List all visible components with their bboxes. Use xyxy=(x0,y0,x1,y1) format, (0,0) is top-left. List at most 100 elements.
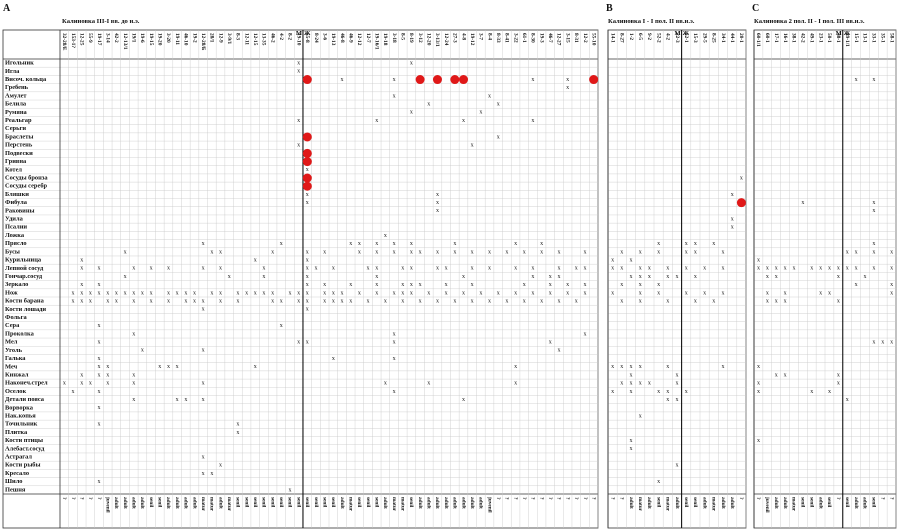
row-label: Проколка xyxy=(5,330,35,337)
burial-id: 8-33 xyxy=(495,33,501,43)
age-label: senil xyxy=(278,497,284,508)
row-label: Прясло xyxy=(5,240,27,247)
cell-mark: x xyxy=(731,225,734,231)
cell-mark: x xyxy=(575,298,578,304)
age-label: matur xyxy=(791,497,797,512)
cell-mark: x xyxy=(639,364,642,370)
cell-mark: x xyxy=(72,290,75,296)
cell-mark: x xyxy=(540,298,543,304)
cell-mark: x xyxy=(280,298,283,304)
row-label: Игольник xyxy=(5,60,34,67)
cell-mark: x xyxy=(297,60,300,66)
age-label: adult xyxy=(628,497,634,509)
cell-mark: x xyxy=(427,290,430,296)
cell-mark: x xyxy=(349,241,352,247)
burial-id: 8-31 xyxy=(573,33,579,43)
cell-mark: x xyxy=(890,266,893,272)
cell-mark: x xyxy=(784,298,787,304)
cell-mark: x xyxy=(236,290,239,296)
cell-mark: x xyxy=(80,298,83,304)
cell-mark: x xyxy=(176,364,179,370)
cell-mark: x xyxy=(775,372,778,378)
cell-mark: x xyxy=(297,298,300,304)
cell-mark: x xyxy=(132,298,135,304)
age-label: ? xyxy=(619,497,625,500)
cell-mark: x xyxy=(98,479,101,485)
row-label: Ворворка xyxy=(5,404,34,411)
cell-mark: x xyxy=(685,241,688,247)
cell-mark: x xyxy=(775,298,778,304)
cell-mark: x xyxy=(288,487,291,493)
row-label: Кости рыбы xyxy=(5,462,41,469)
cell-mark: x xyxy=(436,200,439,206)
burial-id: 19/1 xyxy=(131,33,137,43)
cell-mark: x xyxy=(141,348,144,354)
cell-mark: x xyxy=(401,266,404,272)
burial-id: 8-5 xyxy=(400,33,406,40)
age-label: adult xyxy=(122,497,128,509)
row-label: Раковины xyxy=(5,207,35,214)
cell-mark: x xyxy=(890,249,893,255)
age-label: senil xyxy=(243,497,249,508)
cell-mark: x xyxy=(236,430,239,436)
cell-mark: x xyxy=(497,290,500,296)
cell-mark: x xyxy=(514,364,517,370)
cell-mark: x xyxy=(757,438,760,444)
burial-id: 3-6 xyxy=(321,33,327,40)
sex-label: М xyxy=(836,30,842,37)
cell-mark: x xyxy=(297,340,300,346)
cell-mark: x xyxy=(254,290,257,296)
cell-mark: x xyxy=(819,290,822,296)
cell-mark: x xyxy=(676,381,679,387)
red-dot xyxy=(450,75,460,85)
cell-mark: x xyxy=(731,192,734,198)
cell-mark: x xyxy=(367,298,370,304)
cell-mark: x xyxy=(557,249,560,255)
cell-mark: x xyxy=(703,290,706,296)
cell-mark: x xyxy=(98,282,101,288)
panel-title: Калиновка I - I пол. II вв.н.э. xyxy=(608,18,695,25)
cell-mark: x xyxy=(445,282,448,288)
age-label: ? xyxy=(78,497,84,500)
cell-mark: x xyxy=(471,282,474,288)
row-label: Гривна xyxy=(5,158,27,165)
cell-mark: x xyxy=(712,241,715,247)
cell-mark: x xyxy=(202,298,205,304)
cell-mark: x xyxy=(236,422,239,428)
row-label: Удила xyxy=(5,216,24,223)
sex-label: Ж xyxy=(844,30,851,37)
burial-id: 19-15 xyxy=(148,33,154,46)
cell-mark: x xyxy=(306,167,309,173)
row-label: Детали пояса xyxy=(5,396,45,403)
row-label: Меч xyxy=(5,363,18,370)
row-label: Браслеты xyxy=(5,133,33,140)
cell-mark: x xyxy=(611,290,614,296)
cell-mark: x xyxy=(219,249,222,255)
cell-mark: x xyxy=(566,282,569,288)
row-label: Кинжал xyxy=(5,371,29,378)
cell-mark: x xyxy=(306,282,309,288)
cell-mark: x xyxy=(557,274,560,280)
burial-id: 19-13 xyxy=(330,33,336,46)
cell-mark: x xyxy=(349,298,352,304)
cell-mark: x xyxy=(497,102,500,108)
cell-mark: x xyxy=(757,381,760,387)
burial-id: 8-3 xyxy=(235,33,241,40)
cell-mark: x xyxy=(740,175,743,181)
row-label: Нож xyxy=(5,289,18,296)
burial-id: 12-24 xyxy=(443,33,449,46)
panel-letter: C xyxy=(752,3,759,14)
cell-mark: x xyxy=(132,381,135,387)
red-dot xyxy=(302,157,312,167)
cell-mark: x xyxy=(167,266,170,272)
age-label: adult xyxy=(853,497,859,509)
cell-mark: x xyxy=(531,266,534,272)
cell-mark: x xyxy=(341,290,344,296)
cell-mark: x xyxy=(210,471,213,477)
cell-mark: x xyxy=(863,274,866,280)
cell-mark: x xyxy=(98,266,101,272)
cell-mark: x xyxy=(540,241,543,247)
cell-mark: x xyxy=(505,298,508,304)
cell-mark: x xyxy=(384,233,387,239)
cell-mark: x xyxy=(80,282,83,288)
